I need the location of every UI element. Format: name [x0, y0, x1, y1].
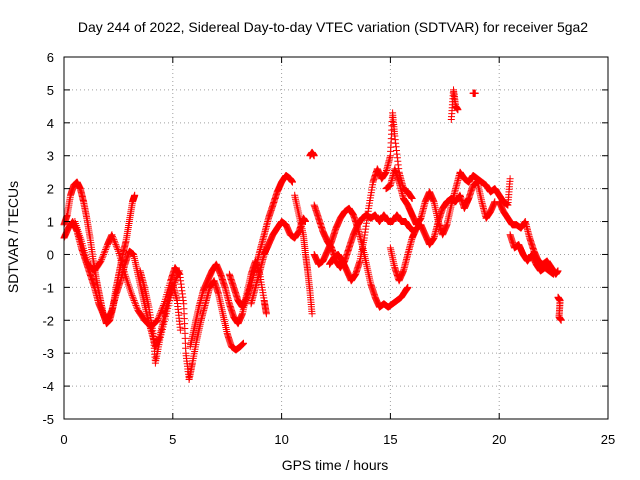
plot-frame: [63, 56, 609, 420]
x-axis-label: GPS time / hours: [282, 457, 389, 473]
data-point: [128, 292, 136, 300]
x-tick-label: 5: [169, 432, 176, 447]
data-point: [169, 283, 177, 291]
data-point: [454, 106, 462, 114]
data-point: [130, 297, 138, 304]
x-tick-label: 25: [601, 432, 615, 447]
data-point: [102, 244, 110, 252]
data-point: [111, 239, 119, 247]
data-point: [109, 232, 116, 240]
data-point: [111, 237, 118, 245]
data-point: [131, 298, 139, 306]
y-tick-label: -4: [42, 379, 54, 394]
data-point: [101, 247, 109, 255]
data-point: [159, 303, 167, 311]
data-point: [102, 246, 110, 253]
data-point: [156, 311, 163, 319]
data-points: [60, 86, 565, 383]
data-point: [240, 339, 247, 347]
data-point: [99, 252, 107, 260]
y-tick-label: -5: [42, 412, 54, 427]
data-point: [554, 267, 562, 275]
data-point: [154, 316, 162, 324]
data-point: [132, 302, 140, 309]
data-point: [131, 300, 139, 308]
data-point: [133, 303, 141, 311]
data-point: [112, 242, 120, 250]
data-point: [98, 254, 106, 262]
data-point: [308, 310, 316, 318]
data-point: [404, 283, 412, 291]
data-point: [157, 308, 165, 316]
data-point: [97, 257, 105, 265]
data-point: [471, 89, 479, 97]
data-point: [302, 218, 309, 225]
data-point: [129, 293, 137, 301]
data-point: [158, 306, 165, 314]
x-tick-label: 20: [492, 432, 506, 447]
y-axis-label: SDTVAR / TECUs: [5, 181, 21, 293]
data-point: [154, 315, 162, 323]
y-tick-label: -3: [42, 346, 54, 361]
data-point: [262, 310, 270, 318]
y-tick-label: -2: [42, 313, 54, 328]
data-point: [156, 310, 164, 318]
data-point: [310, 152, 318, 160]
y-tick-label: -1: [42, 280, 54, 295]
data-point: [112, 241, 120, 249]
data-point: [172, 275, 180, 283]
data-point: [114, 246, 122, 253]
data-point: [550, 270, 558, 278]
data-point: [129, 295, 137, 303]
data-point: [110, 236, 118, 244]
data-point: [289, 178, 296, 186]
data-point: [98, 255, 106, 263]
data-point: [100, 249, 108, 257]
x-tick-labels: 0 5 10 15 20 25: [60, 432, 615, 447]
y-tick-label: 0: [47, 247, 54, 262]
data-point: [128, 290, 135, 298]
data-point: [108, 231, 116, 239]
y-tick-label: 6: [47, 50, 54, 65]
y-tick-label: 2: [47, 182, 54, 197]
data-point: [131, 191, 139, 199]
data-point: [175, 269, 183, 277]
y-tick-label: 4: [47, 116, 54, 131]
data-point: [100, 251, 108, 258]
y-tick-label: 3: [47, 149, 54, 164]
x-tick-label: 15: [383, 432, 397, 447]
data-point: [113, 244, 121, 252]
data-point: [557, 316, 565, 324]
data-point: [171, 278, 179, 286]
x-tick-label: 0: [60, 432, 67, 447]
data-point: [170, 282, 177, 290]
data-point: [506, 175, 514, 183]
chart-title: Day 244 of 2022, Sidereal Day-to-day VTE…: [78, 19, 588, 35]
y-tick-label: 5: [47, 83, 54, 98]
axis-ticks: [63, 56, 609, 420]
data-point: [155, 313, 163, 321]
y-tick-label: 1: [47, 215, 54, 230]
data-point: [408, 195, 416, 202]
data-point: [170, 280, 178, 288]
data-point: [176, 326, 184, 334]
data-point: [109, 234, 117, 242]
x-tick-label: 10: [274, 432, 288, 447]
y-tick-labels: -5 -4 -3 -2 -1 0 1 2 3 4 5 6: [42, 50, 54, 427]
